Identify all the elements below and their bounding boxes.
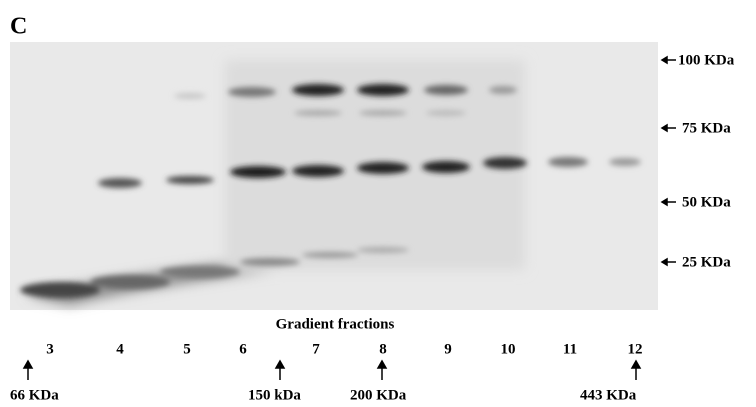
- standard-label: 443 KDa: [580, 387, 637, 403]
- marker-label: 100 KDa: [678, 52, 735, 68]
- marker-arrows: [662, 57, 676, 265]
- marker-label: 75 KDa: [682, 120, 731, 136]
- fraction-label: 5: [183, 341, 191, 357]
- fraction-label: 12: [628, 341, 643, 357]
- fraction-label: 6: [239, 341, 247, 357]
- fraction-label: 8: [379, 341, 387, 357]
- panel-label: C: [10, 14, 27, 40]
- fraction-label: 10: [501, 341, 516, 357]
- standard-label: 66 KDa: [10, 387, 59, 403]
- standard-arrows: [24, 361, 640, 380]
- marker-label: 50 KDa: [682, 194, 731, 210]
- blot: [10, 42, 658, 310]
- standard-label: 150 kDa: [248, 387, 301, 403]
- fraction-labels: 3 4 5 6 7 8 9 10 11 12: [46, 341, 642, 357]
- fraction-label: 4: [116, 341, 124, 357]
- fraction-label: 9: [444, 341, 452, 357]
- marker-label: 25 KDa: [682, 254, 731, 270]
- fraction-label: 3: [46, 341, 54, 357]
- axis-title: Gradient fractions: [276, 316, 395, 332]
- standard-label: 200 KDa: [350, 387, 407, 403]
- fraction-label: 11: [563, 341, 577, 357]
- figure: C: [0, 0, 756, 407]
- fraction-label: 7: [312, 341, 320, 357]
- page: {"panel_label": "C", "markers": ["100 KD…: [0, 0, 756, 407]
